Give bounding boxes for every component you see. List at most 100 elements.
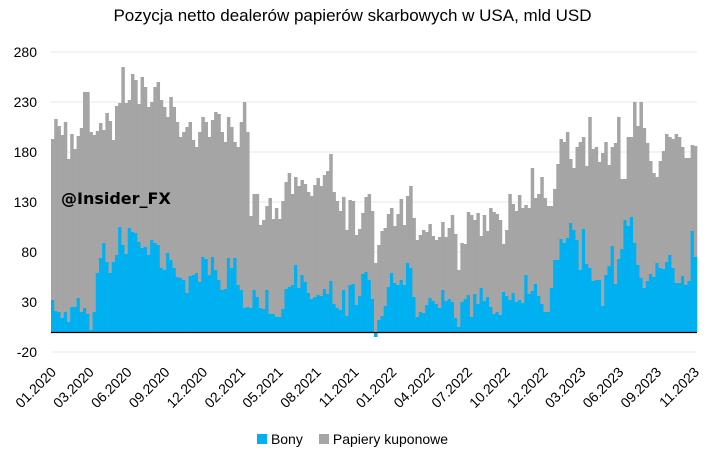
bar-bony xyxy=(501,292,506,332)
bar-bony xyxy=(386,287,391,332)
bar-papiery-kuponowe xyxy=(677,137,682,283)
bar-papiery-kuponowe xyxy=(591,149,595,281)
bar-bony xyxy=(338,310,343,332)
bar-papiery-kuponowe xyxy=(310,196,314,299)
bar-bony xyxy=(473,294,477,332)
watermark-text: @Insider_FX xyxy=(61,189,171,208)
bar-bony xyxy=(284,289,288,332)
bar-papiery-kuponowe xyxy=(613,143,618,284)
bar-bony xyxy=(370,299,375,332)
bar-papiery-kuponowe xyxy=(188,122,193,276)
bar-papiery-kuponowe xyxy=(326,171,330,294)
bar-papiery-kuponowe xyxy=(175,122,180,277)
legend-item-bony[interactable]: Bony xyxy=(256,431,303,447)
bar-papiery-kuponowe xyxy=(239,122,244,290)
bar-papiery-kuponowe xyxy=(319,186,324,296)
bar-papiery-kuponowe xyxy=(242,102,247,308)
bar-papiery-kuponowe xyxy=(249,216,253,308)
bar-bony xyxy=(409,268,413,332)
bar-papiery-kuponowe xyxy=(437,237,442,308)
bar-bony xyxy=(377,320,381,332)
bar-bony xyxy=(265,290,269,332)
bar-papiery-kuponowe xyxy=(306,192,311,293)
bar-papiery-kuponowe xyxy=(629,137,634,217)
bar-papiery-kuponowe xyxy=(146,107,151,255)
bar-papiery-kuponowe xyxy=(294,177,298,265)
bar-bony xyxy=(201,257,205,332)
bar-papiery-kuponowe xyxy=(66,159,71,322)
bar-papiery-kuponowe xyxy=(527,208,532,294)
bar-bony xyxy=(677,283,682,332)
legend-label-papiery-kuponowe: Papiery kuponowe xyxy=(332,431,449,447)
bar-bony xyxy=(182,280,186,332)
bar-bony xyxy=(604,275,608,332)
bar-bony xyxy=(623,220,627,332)
bar-bony xyxy=(636,265,640,332)
legend-item-papiery-kuponowe[interactable]: Papiery kuponowe xyxy=(318,431,449,447)
bar-papiery-kuponowe xyxy=(498,220,503,315)
bar-bony xyxy=(444,301,448,332)
bar-papiery-kuponowe xyxy=(114,106,119,255)
bar-bony xyxy=(76,298,81,332)
bar-papiery-kuponowe xyxy=(655,177,659,263)
bar-bony xyxy=(159,268,164,332)
bar-papiery-kuponowe xyxy=(204,122,209,259)
bar-papiery-kuponowe xyxy=(354,235,359,305)
bar-bony xyxy=(246,307,250,332)
bar-papiery-kuponowe xyxy=(364,197,368,272)
bar-bony xyxy=(329,281,333,332)
bar-papiery-kuponowe xyxy=(303,184,308,282)
bar-bony xyxy=(517,300,522,332)
bar-bony xyxy=(412,297,416,332)
bar-papiery-kuponowe xyxy=(645,143,650,281)
legend-swatch-papiery-kuponowe xyxy=(318,434,329,444)
bar-bony xyxy=(498,315,503,332)
bar-papiery-kuponowe xyxy=(143,87,148,247)
bar-bony xyxy=(262,309,266,332)
bar-papiery-kuponowe xyxy=(377,245,381,320)
bar-bony xyxy=(217,280,221,332)
bar-papiery-kuponowe xyxy=(54,119,58,311)
bar-papiery-kuponowe xyxy=(316,178,320,295)
bar-papiery-kuponowe xyxy=(76,136,81,298)
bar-bony xyxy=(594,280,599,332)
bar-papiery-kuponowe xyxy=(505,230,509,296)
bar-papiery-kuponowe xyxy=(415,240,420,317)
bar-papiery-kuponowe xyxy=(402,225,407,285)
bar-bony xyxy=(626,226,631,332)
bar-bony xyxy=(92,312,97,332)
bar-papiery-kuponowe xyxy=(450,215,455,302)
bar-papiery-kuponowe xyxy=(300,180,304,275)
bar-bony xyxy=(418,312,423,332)
bar-papiery-kuponowe xyxy=(665,134,669,262)
bar-papiery-kuponowe xyxy=(517,195,522,300)
bar-papiery-kuponowe xyxy=(79,128,84,312)
bar-papiery-kuponowe xyxy=(210,120,215,257)
bar-papiery-kuponowe xyxy=(284,182,288,289)
bar-bony xyxy=(169,260,173,332)
bar-papiery-kuponowe xyxy=(233,142,237,258)
bar-bony xyxy=(63,312,68,332)
bar-papiery-kuponowe xyxy=(60,135,65,318)
bar-bony xyxy=(396,285,400,332)
bar-papiery-kuponowe xyxy=(159,100,164,268)
bar-bony xyxy=(162,270,167,332)
bar-papiery-kuponowe xyxy=(348,200,352,285)
bar-bony xyxy=(111,262,116,332)
bar-papiery-kuponowe xyxy=(428,224,432,298)
bar-papiery-kuponowe xyxy=(342,197,346,290)
bar-papiery-kuponowe xyxy=(572,168,576,230)
bar-bony xyxy=(137,242,141,332)
bar-papiery-kuponowe xyxy=(262,220,266,309)
bar-bony xyxy=(226,258,231,332)
bar-papiery-kuponowe xyxy=(626,137,631,226)
bar-papiery-kuponowe xyxy=(124,103,129,254)
bar-papiery-kuponowe xyxy=(134,80,138,233)
bar-papiery-kuponowe xyxy=(322,175,327,289)
bar-bony xyxy=(118,227,122,332)
bar-bony xyxy=(658,268,663,332)
bar-papiery-kuponowe xyxy=(191,140,196,275)
bar-papiery-kuponowe xyxy=(102,130,106,243)
bar-papiery-kuponowe xyxy=(172,107,177,268)
bar-papiery-kuponowe xyxy=(495,214,500,312)
